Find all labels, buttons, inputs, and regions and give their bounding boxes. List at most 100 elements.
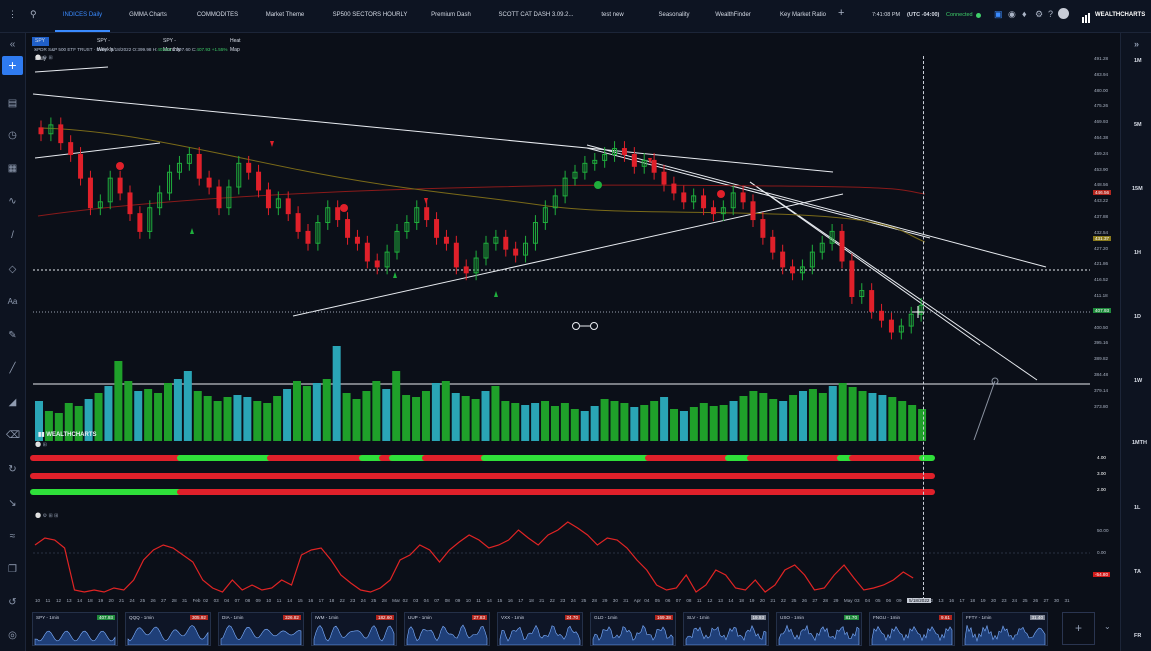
candle [394,230,400,253]
candle [908,313,914,327]
tab-5[interactable]: SP500 SECTORS HOURLY [332,12,408,18]
shape-tool-icon[interactable]: ◇ [8,264,17,275]
mini-chart-name: SLV - 1min [687,615,710,620]
mini-chart[interactable]: FNGU - 1min 9.61 [869,612,955,646]
timeframe-1m[interactable]: 1M [1134,58,1142,64]
candle [414,207,420,224]
zigzag-icon[interactable]: ≈ [9,531,16,542]
settings-icon[interactable]: ⚙ [1035,9,1044,19]
trash-icon[interactable]: ⌫ [6,430,21,441]
candle [325,207,331,224]
price-axis-label: 491.28 [1094,56,1109,61]
price-pane-controls[interactable]: ⚪ ⚙ ⊞ [35,55,53,61]
candle [493,236,499,244]
expand-icon[interactable]: » [1134,39,1140,49]
candle [374,260,380,268]
menu-icon[interactable]: ⋮ [8,9,17,19]
volume-bar [372,381,381,441]
date-label: 15 [497,598,503,603]
tab-7[interactable]: SCOTT CAT DASH 3.09.2... [498,12,574,18]
candle [354,236,360,244]
timeframe-1w[interactable]: 1W [1134,378,1143,384]
line-chart-icon[interactable]: ↘ [8,498,17,509]
target-icon[interactable]: ◎ [8,630,17,641]
date-label: 02 [402,598,408,603]
sync-icon[interactable]: ↺ [8,597,17,608]
tab-10[interactable]: WealthFinder [715,12,751,18]
brush-icon[interactable]: ✎ [8,330,17,341]
chart-tab-3[interactable]: SPY - Monthly [163,38,181,53]
timeframe-1d[interactable]: 1D [1134,314,1142,320]
date-label: 25 [1022,598,1028,603]
mini-chart[interactable]: DIA - 1min 326.82 [218,612,304,646]
mini-chart[interactable]: SPY - 1min 407.93 [32,612,118,646]
collapse-strip-icon[interactable]: ⌄ [1104,622,1111,631]
add-tool-button[interactable]: + [2,56,23,75]
date-label: 06 [885,598,892,603]
refresh-icon[interactable]: ↻ [8,464,17,475]
tab-6[interactable]: Premium Dash [431,12,471,18]
save-icon[interactable]: ▣ [994,9,1003,19]
mini-chart[interactable]: VXX - 1min 24.70 [497,612,583,646]
candle [226,186,232,209]
tab-9[interactable]: Seasonality [658,12,690,18]
bar-chart-icon[interactable]: ▤ [7,98,18,109]
mini-chart[interactable]: USO - 1min 81.70 [776,612,862,646]
tab-8[interactable]: test new [601,12,624,18]
search-icon[interactable]: ⚲ [30,9,37,19]
volume-bar [134,391,143,441]
mini-chart[interactable]: GLD - 1min 169.38 [590,612,676,646]
avatar[interactable] [1058,8,1069,19]
date-label: 16 [948,598,955,603]
timeframe-15m[interactable]: 15M [1132,186,1143,192]
calendar-icon[interactable]: ▦ [7,163,18,174]
timeframe-1l[interactable]: 1L [1134,505,1141,511]
trend-icon[interactable]: ∿ [8,196,17,207]
text-tool-icon[interactable]: Aa [7,297,18,306]
timeframe-fr[interactable]: FR [1134,633,1142,639]
symbol-info-rest: L:397.60 C: [171,47,197,52]
help-icon[interactable]: ? [1048,9,1054,19]
ruler-icon[interactable]: ╱ [9,363,16,374]
candle [295,213,301,232]
notifications-icon[interactable]: ♦ [1022,9,1027,19]
volume-bar [550,406,559,441]
timeframe-1h[interactable]: 1H [1134,250,1142,256]
copy-icon[interactable]: ❐ [8,564,17,575]
tab-3[interactable]: COMMODITES [196,12,239,18]
alerts-icon[interactable]: ◉ [1008,9,1016,19]
tab-2[interactable]: GMMA Charts [129,12,167,18]
mini-chart[interactable]: IWM - 1min 182.60 [311,612,397,646]
mini-chart[interactable]: FFTY - 1min 31.40 [962,612,1048,646]
candle [196,153,202,179]
clock-icon[interactable]: ◷ [8,130,17,141]
volume-pane-controls[interactable]: ⚪ ⊞ [35,442,47,448]
tab-4[interactable]: Market Theme [265,12,305,18]
connector-icon [572,322,598,330]
chart-tab-2[interactable]: SPY - Weekly [97,38,114,53]
mini-chart[interactable]: SLV - 1min 19.93 [683,612,769,646]
tab-11[interactable]: Key Market Ratio [779,12,827,18]
price-axis-label: 416.52 [1094,277,1109,283]
tab-1[interactable]: INDICES Daily [55,0,110,32]
add-tab-button[interactable]: + [838,7,845,19]
mini-chart[interactable]: UUP - 1min 27.83 [404,612,490,646]
date-label: 31 [182,598,188,603]
volume-bar [521,405,530,441]
add-mini-chart-button[interactable]: + [1062,612,1095,645]
measure-icon[interactable]: ◢ [8,397,17,408]
timeframe-ta[interactable]: TA [1134,569,1141,575]
mini-chart[interactable]: QQQ - 1min 305.92 [125,612,211,646]
price-tag: 431.37 [1093,236,1112,241]
oscillator-pane-controls[interactable]: ⚪ ⚙ ⊞ ⊞ [35,513,59,519]
chart-tab-4[interactable]: Heat Map [230,38,241,53]
collapse-icon[interactable]: « [9,39,16,50]
line-tool-icon[interactable]: / [11,230,14,241]
price-axis-label: 400.50 [1094,324,1109,330]
volume-bar [769,399,778,441]
timeframe-1mth[interactable]: 1MTH [1132,440,1147,446]
mini-chart-price: 27.83 [471,615,487,620]
timeframe-5m[interactable]: 5M [1134,122,1142,128]
chart-tab-1[interactable]: SPY - Daily [32,37,50,62]
